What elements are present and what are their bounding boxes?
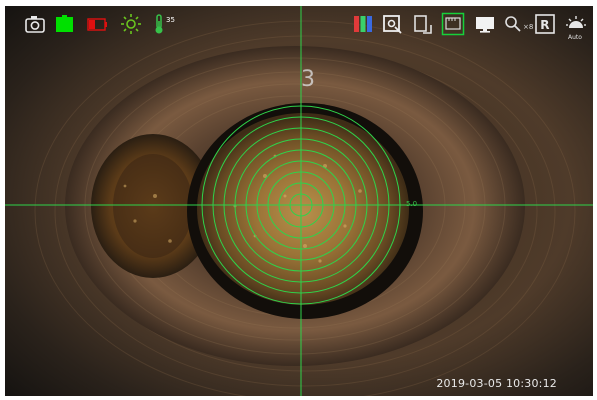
ring-scale-label: 5.0 [406,200,418,208]
svg-text:R: R [540,18,549,32]
auto-mode-label: Auto [568,34,582,41]
grid-measure-icon[interactable] [441,12,465,36]
svg-text:3: 3 [301,67,315,92]
auto-light-icon[interactable] [564,12,588,36]
battery-low-icon [85,12,109,36]
camera-icon[interactable] [23,12,47,36]
color-palette-icon[interactable] [351,12,375,36]
zoom-icon[interactable] [501,12,525,36]
snapshot-icon[interactable] [381,12,405,36]
temperature-value: 35 [166,16,175,24]
thermometer-icon [147,12,171,36]
brightness-icon[interactable] [119,12,143,36]
zoom-value: ×8 [523,23,534,31]
monitor-icon[interactable] [473,12,497,36]
timestamp: 2019-03-05 10:30:12 [436,377,557,390]
record-icon[interactable]: R [533,12,557,36]
pipe-inspection-image: 3 [5,6,593,396]
rotate-icon[interactable] [411,12,435,36]
camera-view: 3 5.0 [5,6,593,396]
battery-full-icon [53,12,77,36]
